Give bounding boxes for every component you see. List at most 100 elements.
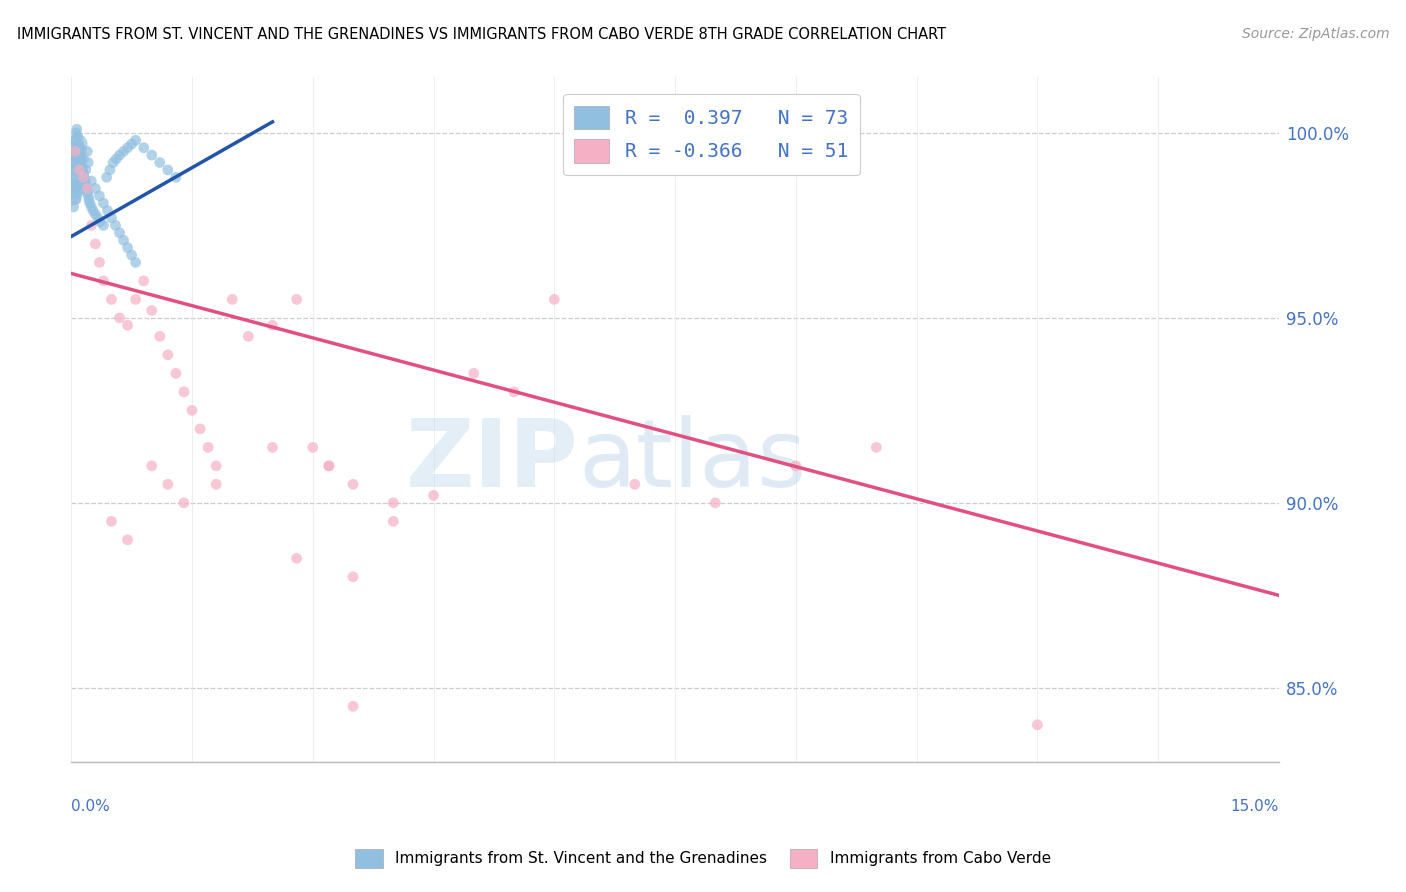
Point: [105, 152, 128, 166]
Point: [156, 348, 179, 362]
Point: [100, 293, 122, 307]
Point: [63, 167, 86, 181]
Point: [67, 136, 90, 151]
Point: [132, 274, 155, 288]
Point: [70, 159, 93, 173]
Point: [69, 148, 91, 162]
Text: atlas: atlas: [578, 415, 807, 507]
Point: [342, 477, 364, 491]
Point: [117, 533, 139, 547]
Point: [318, 458, 340, 473]
Legend: Immigrants from St. Vincent and the Grenadines, Immigrants from Cabo Verde: Immigrants from St. Vincent and the Gren…: [349, 843, 1057, 873]
Point: [80, 174, 103, 188]
Point: [96, 170, 118, 185]
Point: [62, 181, 84, 195]
Point: [543, 293, 565, 307]
Point: [65, 159, 87, 173]
Point: [117, 141, 139, 155]
Point: [72, 170, 94, 185]
Point: [62, 181, 84, 195]
Point: [463, 367, 485, 381]
Point: [156, 162, 179, 177]
Point: [79, 196, 101, 211]
Point: [156, 477, 179, 491]
Text: 0.0%: 0.0%: [72, 799, 110, 814]
Point: [65, 152, 87, 166]
Point: [165, 367, 187, 381]
Point: [84, 236, 107, 251]
Point: [221, 293, 243, 307]
Point: [65, 159, 87, 173]
Point: [1026, 718, 1049, 732]
Point: [93, 219, 115, 233]
Point: [67, 185, 90, 199]
Point: [66, 136, 89, 151]
Point: [112, 233, 135, 247]
Point: [62, 200, 84, 214]
Point: [98, 162, 121, 177]
Point: [84, 181, 107, 195]
Point: [77, 155, 100, 169]
Point: [188, 422, 211, 436]
Point: [112, 145, 135, 159]
Point: [262, 318, 284, 333]
Point: [72, 162, 94, 177]
Point: [108, 148, 131, 162]
Point: [623, 477, 645, 491]
Point: [65, 145, 87, 159]
Point: [77, 189, 100, 203]
Point: [65, 126, 87, 140]
Point: [80, 200, 103, 214]
Point: [205, 477, 228, 491]
Point: [63, 145, 86, 159]
Point: [89, 255, 111, 269]
Point: [80, 219, 103, 233]
Point: [84, 207, 107, 221]
Point: [89, 189, 111, 203]
Point: [149, 155, 172, 169]
Point: [285, 551, 308, 566]
Point: [141, 458, 163, 473]
Point: [73, 170, 96, 185]
Point: [149, 329, 172, 343]
Point: [503, 384, 526, 399]
Point: [173, 496, 195, 510]
Point: [238, 329, 260, 343]
Point: [141, 148, 163, 162]
Point: [76, 181, 98, 195]
Point: [66, 129, 89, 144]
Point: [865, 441, 887, 455]
Point: [77, 193, 100, 207]
Point: [72, 167, 94, 181]
Point: [96, 203, 118, 218]
Point: [132, 141, 155, 155]
Point: [124, 133, 146, 147]
Point: [197, 441, 219, 455]
Point: [76, 185, 98, 199]
Point: [73, 174, 96, 188]
Point: [382, 496, 405, 510]
Point: [100, 211, 122, 225]
Point: [342, 699, 364, 714]
Point: [117, 318, 139, 333]
Point: [205, 458, 228, 473]
Point: [76, 145, 98, 159]
Point: [62, 155, 84, 169]
Point: [124, 293, 146, 307]
Point: [301, 441, 323, 455]
Point: [67, 141, 90, 155]
Point: [66, 122, 89, 136]
Point: [104, 219, 127, 233]
Point: [87, 211, 110, 225]
Point: [89, 215, 111, 229]
Point: [382, 514, 405, 528]
Point: [704, 496, 727, 510]
Point: [121, 136, 143, 151]
Point: [66, 145, 89, 159]
Point: [108, 226, 131, 240]
Point: [100, 514, 122, 528]
Point: [76, 181, 98, 195]
Text: 15.0%: 15.0%: [1230, 799, 1279, 814]
Point: [342, 570, 364, 584]
Text: IMMIGRANTS FROM ST. VINCENT AND THE GRENADINES VS IMMIGRANTS FROM CABO VERDE 8TH: IMMIGRANTS FROM ST. VINCENT AND THE GREN…: [17, 27, 946, 42]
